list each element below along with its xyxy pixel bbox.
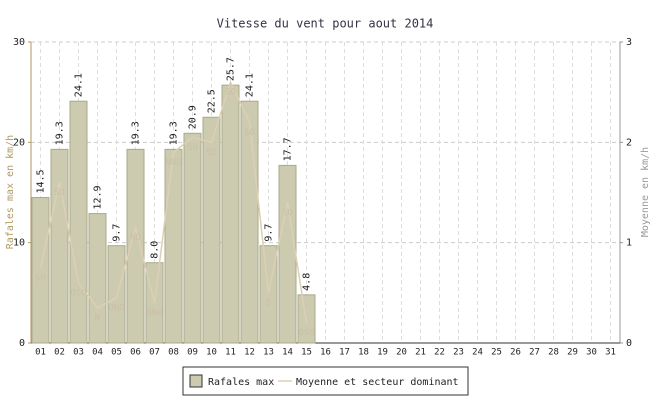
x-tick-label: 18 <box>358 348 369 358</box>
x-tick-label: 29 <box>567 348 578 358</box>
bar <box>88 213 107 344</box>
x-tick-label: 02 <box>54 348 65 358</box>
value-label: 19.3 <box>55 121 66 145</box>
x-tick-label: 24 <box>472 348 483 358</box>
sector-label: NO <box>130 233 141 243</box>
value-label: 12.9 <box>93 185 104 209</box>
value-label: 8.0 <box>150 241 161 259</box>
x-tick-label: 31 <box>605 348 616 358</box>
x-tick-label: 01 <box>35 348 46 358</box>
x-tick-label: 21 <box>415 348 426 358</box>
x-tick-label: 26 <box>510 348 521 358</box>
x-tick-label: 09 <box>187 348 198 358</box>
x-tick-label: 05 <box>111 348 122 358</box>
y2-tick-label: 1 <box>626 238 632 249</box>
x-tick-label: 07 <box>149 348 160 358</box>
sector-label: S <box>266 298 271 308</box>
value-label: 19.3 <box>131 121 142 145</box>
sector-label: SO <box>54 188 65 198</box>
value-label: 14.5 <box>36 169 47 193</box>
bar <box>69 100 88 344</box>
x-tick-label: 16 <box>320 348 331 358</box>
bar <box>183 132 202 344</box>
sector-label: SO <box>206 148 217 158</box>
bar <box>107 245 126 344</box>
bar <box>202 116 221 344</box>
x-tick-label: 04 <box>92 348 103 358</box>
sector-label: ONO <box>108 303 124 313</box>
x-tick-label: 17 <box>339 348 350 358</box>
value-label: 24.1 <box>245 73 256 97</box>
value-label: 20.9 <box>188 105 199 129</box>
value-label: 22.5 <box>207 89 218 113</box>
x-tick-label: 15 <box>301 348 312 358</box>
y2-tick-label: 3 <box>626 37 632 48</box>
value-label: 19.3 <box>169 121 180 145</box>
x-tick-label: 08 <box>168 348 179 358</box>
x-tick-label: 27 <box>529 348 540 358</box>
bar <box>278 164 297 344</box>
y-tick-label: 0 <box>19 338 25 349</box>
value-label: 4.8 <box>302 273 313 291</box>
sector-label: SO <box>187 143 198 153</box>
x-tick-label: 10 <box>206 348 217 358</box>
chart-title: Vitesse du vent pour aout 2014 <box>217 17 434 31</box>
x-tick-label: 28 <box>548 348 559 358</box>
x-tick-label: 30 <box>586 348 597 358</box>
sector-label: SO <box>225 88 236 98</box>
x-tick-label: 11 <box>225 348 236 358</box>
bar <box>164 148 183 344</box>
sector-label: SO <box>244 128 255 138</box>
x-tick-label: 13 <box>263 348 274 358</box>
legend-swatch <box>189 374 203 388</box>
bar <box>126 148 145 344</box>
bar <box>31 197 50 344</box>
line <box>39 80 308 324</box>
bar <box>221 84 240 344</box>
value-label: 9.7 <box>112 224 123 242</box>
legend-box <box>182 366 469 396</box>
sector-label: NNO <box>165 158 181 168</box>
legend-label: Rafales max <box>208 377 274 388</box>
value-label: 17.7 <box>283 137 294 161</box>
sector-label: SO <box>35 273 46 283</box>
x-tick-label: 23 <box>453 348 464 358</box>
x-tick-label: 20 <box>396 348 407 358</box>
x-tick-label: 19 <box>377 348 388 358</box>
x-tick-label: 14 <box>282 348 293 358</box>
sector-label: ONO <box>146 308 162 318</box>
legend-label: Moyenne et secteur dominant <box>296 377 459 388</box>
x-tick-label: 25 <box>491 348 502 358</box>
bar <box>259 245 278 344</box>
y-axis-label: Rafales max en km/h <box>5 135 16 249</box>
sector-label: N <box>95 313 100 323</box>
y2-tick-label: 2 <box>626 137 632 148</box>
y-tick-label: 10 <box>13 238 25 249</box>
sector-label: OSO <box>70 288 86 298</box>
sector-label: SO <box>282 208 293 218</box>
y2-axis-label: Moyenne en km/h <box>640 147 650 237</box>
y2-tick-label: 0 <box>626 338 632 349</box>
x-tick-label: 22 <box>434 348 445 358</box>
y-tick-label: 20 <box>13 137 25 148</box>
bar <box>50 148 69 344</box>
value-label: 25.7 <box>226 57 237 81</box>
y-tick-label: 30 <box>13 37 25 48</box>
value-label: 9.7 <box>264 224 275 242</box>
x-tick-label: 06 <box>130 348 141 358</box>
value-label: 24.1 <box>74 73 85 97</box>
sector-label: OSO <box>298 328 314 338</box>
x-tick-label: 03 <box>73 348 84 358</box>
x-tick-label: 12 <box>244 348 255 358</box>
